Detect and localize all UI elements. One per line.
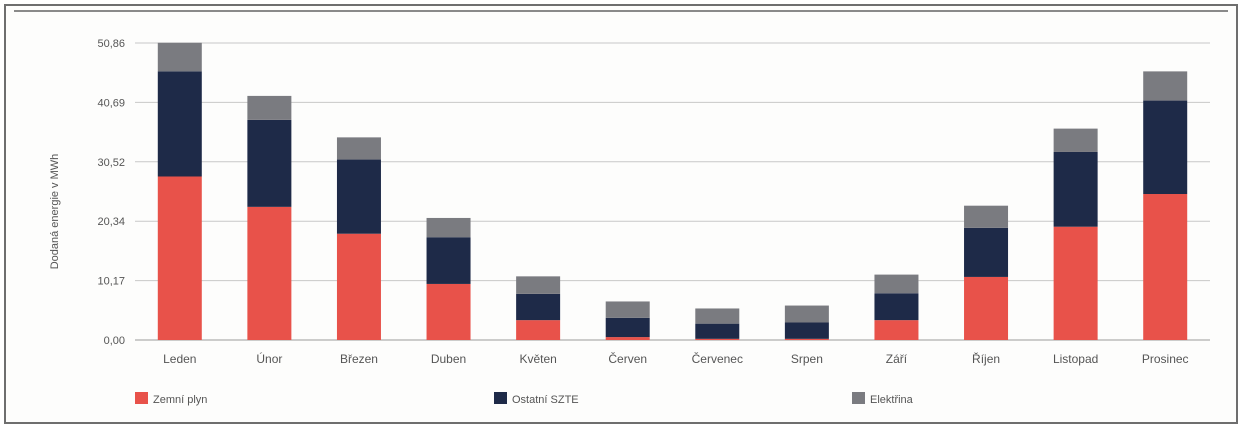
x-tick-label: Červenec [692, 351, 743, 366]
y-tick-label: 20,34 [97, 216, 125, 228]
bar-segment [874, 320, 919, 340]
bar-segment [336, 233, 381, 340]
bars [157, 42, 1188, 340]
legend-swatch [135, 392, 148, 404]
legend-label: Ostatní SZTE [512, 394, 579, 406]
x-tick-label: Květen [519, 352, 556, 366]
bar-segment [695, 308, 740, 324]
x-axis: Leden Únor Březen Duben Květen Červen Červenec… [163, 351, 1188, 366]
bar-segment [336, 137, 381, 160]
x-tick-label: Červen [608, 351, 647, 366]
x-tick-label: Prosinec [1142, 352, 1189, 366]
y-tick-label: 40,69 [97, 97, 125, 109]
bar-segment [157, 42, 202, 72]
bar-segment [964, 205, 1009, 228]
x-tick-label: Březen [340, 352, 378, 366]
bar-segment [247, 119, 292, 207]
y-tick-label: 10,17 [97, 276, 125, 288]
y-axis-label: Dodaná energie v MWh [49, 154, 61, 270]
bar-segment [964, 227, 1009, 277]
legend: Zemní plyn Ostatní SZTE Elektřina [135, 392, 914, 406]
x-tick-label: Září [886, 352, 908, 366]
y-tick-label: 50,86 [97, 38, 125, 50]
bar-segment [605, 317, 650, 338]
bar-segment [157, 176, 202, 340]
bar-segment [874, 274, 919, 294]
bar-segment [695, 338, 740, 340]
bar-segment [516, 276, 561, 294]
legend-label: Elektřina [870, 394, 914, 406]
chart-frame [4, 4, 1238, 424]
x-tick-label: Listopad [1053, 352, 1098, 366]
bar-segment [784, 338, 829, 340]
legend-swatch [852, 392, 865, 404]
y-tick-label: 0,00 [104, 335, 125, 347]
bar-segment [1143, 194, 1188, 340]
bar-segment [1053, 128, 1098, 152]
bar-segment [247, 206, 292, 340]
bar-segment [426, 217, 471, 238]
x-tick-label: Říjen [972, 351, 1000, 366]
y-tick-label: 30,52 [97, 157, 125, 169]
bar-segment [695, 323, 740, 339]
bar-segment [784, 322, 829, 339]
bar-segment [516, 293, 561, 321]
bar-segment [605, 337, 650, 340]
bar-segment [426, 237, 471, 284]
x-tick-label: Duben [431, 352, 466, 366]
bar-segment [1053, 226, 1098, 340]
x-tick-label: Srpen [791, 352, 823, 366]
x-tick-label: Leden [163, 352, 196, 366]
legend-swatch [494, 392, 507, 404]
bar-segment [1053, 151, 1098, 227]
bar-segment [784, 305, 829, 323]
bar-segment [516, 320, 561, 340]
legend-label: Zemní plyn [153, 394, 207, 406]
bar-segment [605, 301, 650, 318]
bar-segment [964, 276, 1009, 340]
bar-segment [1143, 100, 1188, 195]
bar-segment [247, 95, 292, 120]
bar-segment [426, 283, 471, 340]
grid-lines [135, 42, 1210, 341]
bar-segment [1143, 71, 1188, 101]
x-tick-label: Únor [256, 351, 282, 366]
y-axis: 0,00 10,17 20,34 30,52 40,69 50,86 [97, 38, 125, 347]
bar-segment [874, 293, 919, 321]
bar-segment [336, 159, 381, 234]
frame-top-line [14, 10, 1228, 12]
bar-segment [157, 71, 202, 177]
